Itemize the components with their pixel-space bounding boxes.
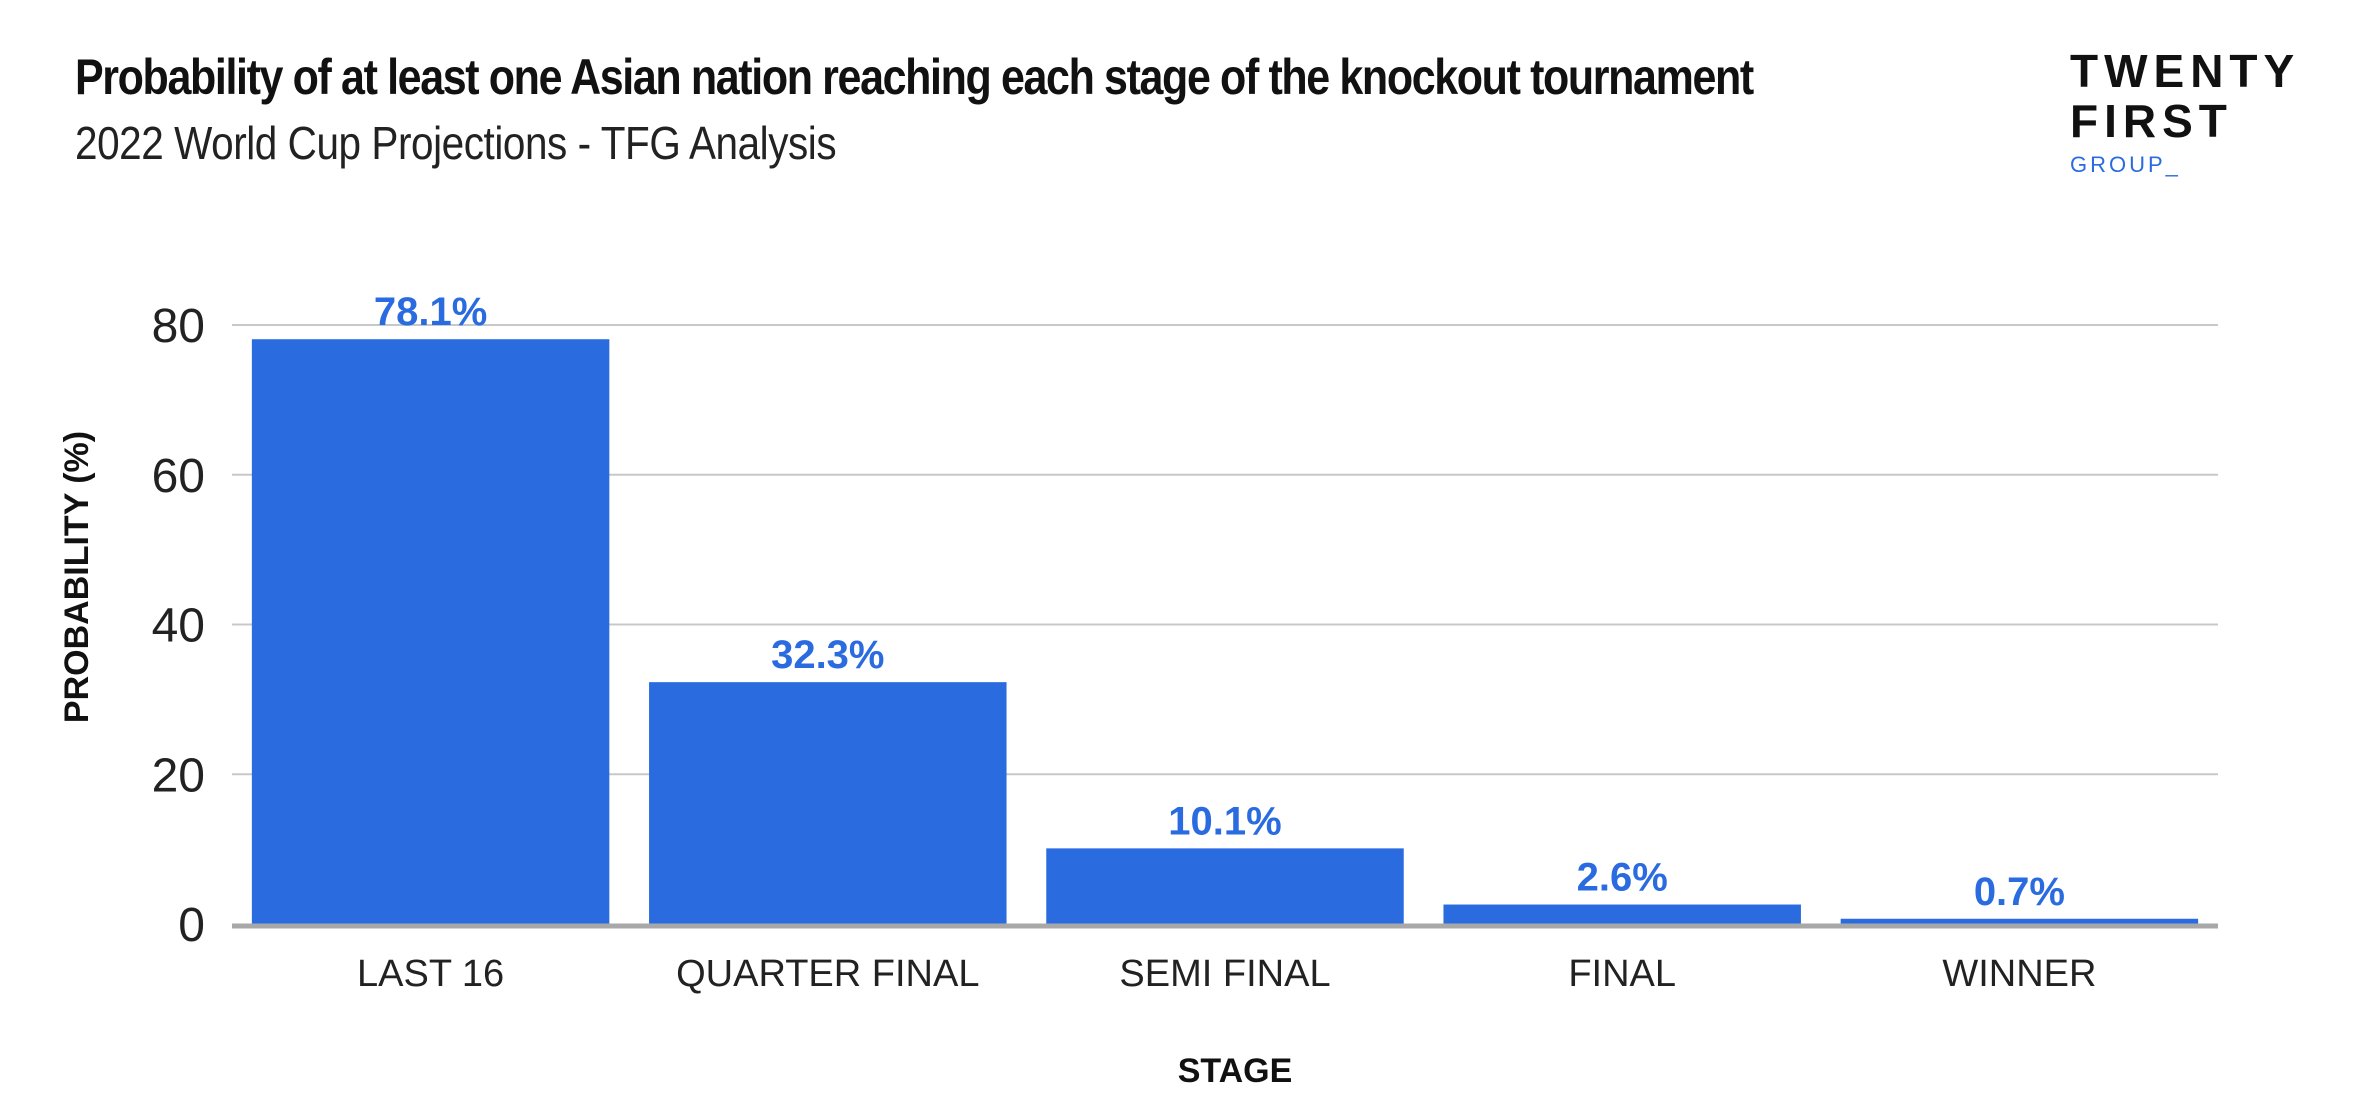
bar-value-label: 10.1% xyxy=(1168,799,1281,843)
logo-line-2: FIRST xyxy=(2070,95,2233,147)
bar-value-label: 0.7% xyxy=(1974,870,2065,914)
x-tick-label: FINAL xyxy=(1568,953,1676,995)
bar xyxy=(1840,918,2199,924)
logo-line-1: TWENTY xyxy=(2070,45,2301,97)
y-axis-label: PROBABILITY (%) xyxy=(58,431,96,723)
bar xyxy=(251,339,610,924)
y-tick-label: 20 xyxy=(152,749,205,802)
y-tick-label: 80 xyxy=(152,300,205,353)
y-tick-label: 0 xyxy=(178,899,205,952)
logo-line-3: GROUP_ xyxy=(2070,152,2181,177)
bar-value-label: 78.1% xyxy=(374,290,487,334)
x-tick-label: WINNER xyxy=(1942,953,2096,995)
x-axis-label: STAGE xyxy=(1178,1052,1293,1090)
x-axis-categories: LAST 16 QUARTER FINAL SEMI FINAL FINAL WINNE… xyxy=(357,953,2096,995)
twenty-first-group-logo: TWENTY FIRST GROUP_ xyxy=(2070,46,2300,178)
y-tick-label: 40 xyxy=(152,600,205,653)
bar-value-label: 2.6% xyxy=(1577,856,1668,900)
bars xyxy=(251,339,2199,924)
bar xyxy=(1443,904,1801,924)
bar-value-label: 32.3% xyxy=(771,633,884,677)
value-labels: 78.1% 32.3% 10.1% 2.6% 0.7% xyxy=(374,290,2065,914)
x-tick-label: QUARTER FINAL xyxy=(676,953,979,995)
bar xyxy=(1046,848,1404,924)
chart-title: Probability of at least one Asian nation… xyxy=(75,49,1754,105)
chart-subtitle: 2022 World Cup Projections - TFG Analysi… xyxy=(75,117,837,169)
y-axis-ticks: 0 20 40 60 80 xyxy=(152,300,205,952)
bar xyxy=(649,682,1007,924)
y-tick-label: 60 xyxy=(152,450,205,503)
x-tick-label: LAST 16 xyxy=(357,953,504,995)
x-tick-label: SEMI FINAL xyxy=(1119,953,1330,995)
